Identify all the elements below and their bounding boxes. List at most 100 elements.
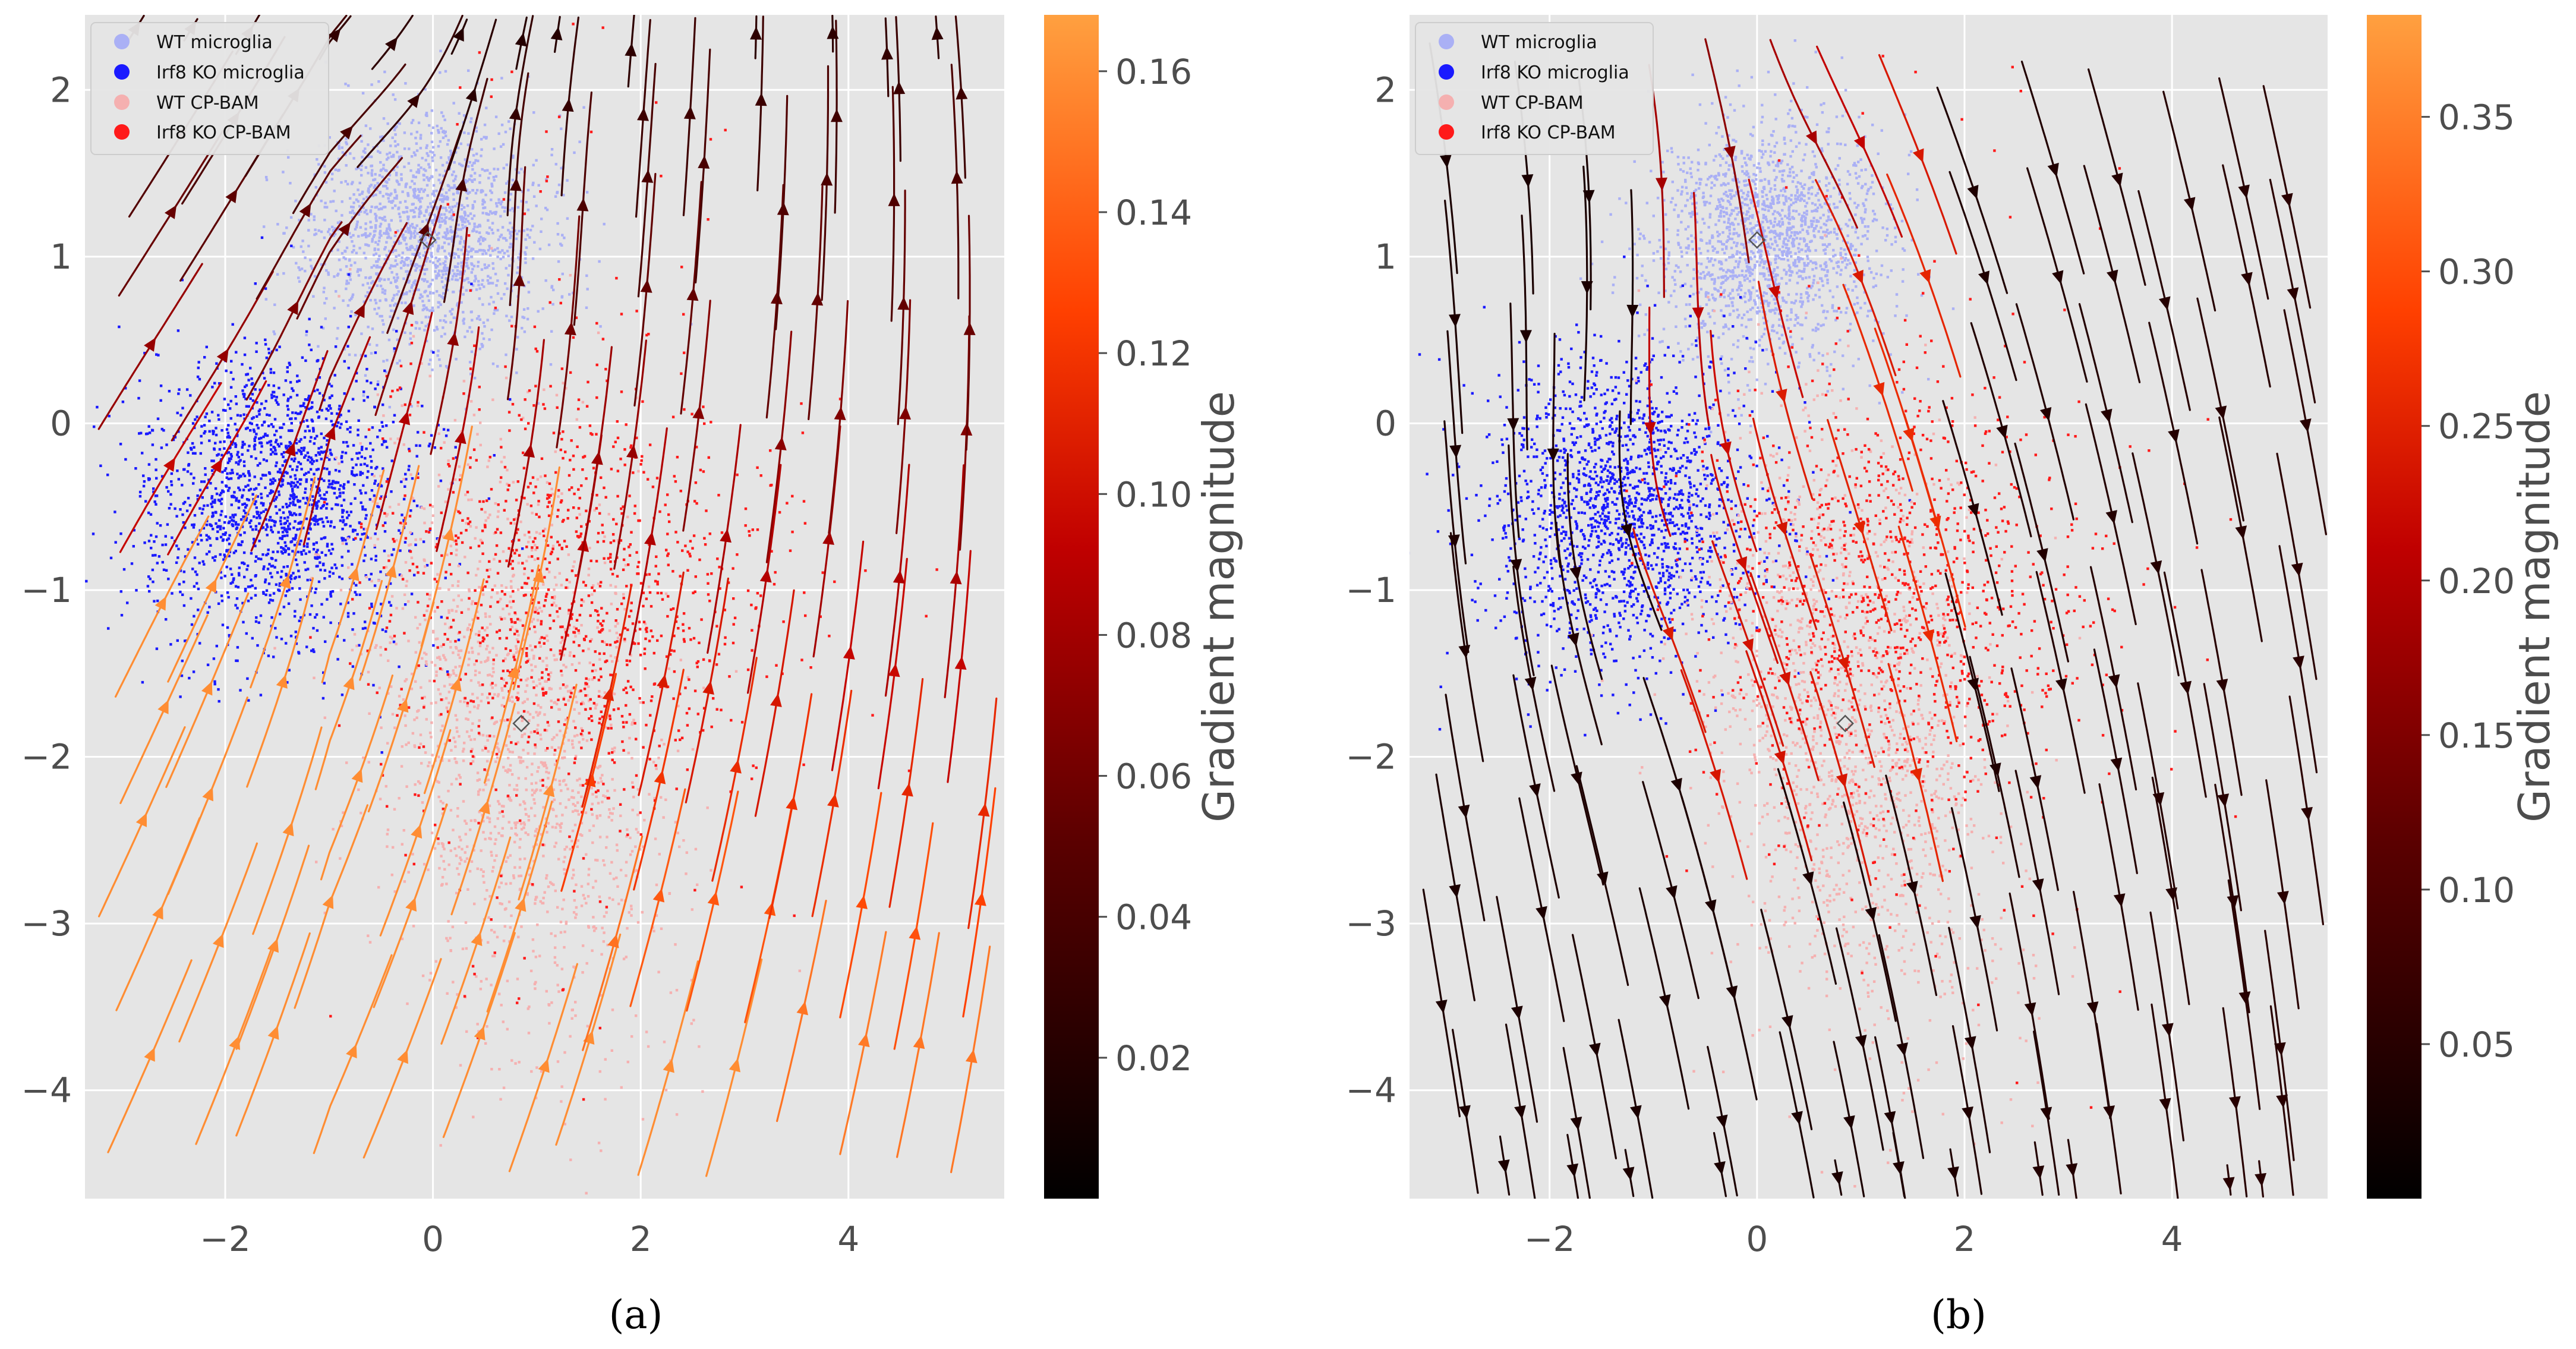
data-point xyxy=(172,438,175,442)
data-point xyxy=(324,417,328,420)
data-point xyxy=(379,151,381,154)
data-point xyxy=(370,557,373,560)
data-point xyxy=(409,209,412,212)
data-point xyxy=(493,312,496,315)
data-point xyxy=(427,163,430,166)
data-point xyxy=(657,970,660,973)
data-point xyxy=(422,190,425,193)
data-point xyxy=(364,620,367,623)
data-point xyxy=(273,433,276,437)
data-point xyxy=(455,718,459,721)
data-point xyxy=(525,765,529,769)
data-point xyxy=(554,826,557,829)
data-point xyxy=(404,82,407,85)
data-point xyxy=(156,562,159,565)
data-point xyxy=(272,550,275,553)
data-point xyxy=(203,480,206,483)
data-point xyxy=(471,319,474,322)
data-point xyxy=(401,235,404,238)
data-point xyxy=(453,316,456,319)
data-point xyxy=(493,693,496,696)
data-point xyxy=(319,518,321,521)
data-point xyxy=(409,543,412,546)
data-point xyxy=(606,836,608,839)
data-point xyxy=(248,585,252,588)
data-point xyxy=(218,447,222,451)
data-point xyxy=(620,313,623,316)
data-point xyxy=(453,161,456,164)
data-point xyxy=(506,287,509,290)
data-point xyxy=(500,77,503,80)
data-point xyxy=(304,487,307,490)
data-point xyxy=(269,453,273,456)
data-point xyxy=(197,361,200,364)
data-point xyxy=(490,191,493,194)
data-point xyxy=(269,440,273,443)
data-point xyxy=(458,465,461,468)
data-point xyxy=(248,488,251,492)
data-point xyxy=(436,573,439,576)
data-point xyxy=(293,496,296,499)
data-point xyxy=(442,262,445,265)
data-point xyxy=(286,547,290,550)
data-point xyxy=(253,537,256,541)
data-point xyxy=(444,500,447,503)
data-point xyxy=(460,430,463,433)
data-point xyxy=(225,538,229,541)
data-point xyxy=(601,800,604,803)
data-point xyxy=(340,694,344,696)
data-point xyxy=(460,237,463,240)
data-point xyxy=(428,229,431,232)
data-point xyxy=(199,534,202,537)
data-point xyxy=(220,576,223,579)
data-point xyxy=(447,759,451,762)
data-point xyxy=(254,575,257,578)
data-point xyxy=(480,868,483,871)
data-point xyxy=(364,354,367,358)
data-point xyxy=(438,655,441,658)
data-point xyxy=(404,185,407,188)
data-point xyxy=(345,141,348,144)
data-point xyxy=(437,274,441,277)
data-point xyxy=(487,282,490,285)
data-point xyxy=(280,570,283,573)
data-point xyxy=(509,926,512,929)
data-point xyxy=(412,232,415,235)
data-point xyxy=(349,272,352,275)
data-point xyxy=(431,159,434,162)
data-point xyxy=(515,348,518,351)
data-point xyxy=(160,475,164,478)
data-point xyxy=(313,389,316,393)
data-point xyxy=(286,534,289,537)
data-point xyxy=(148,590,151,593)
data-point xyxy=(379,161,382,164)
data-point xyxy=(490,78,493,81)
data-point xyxy=(294,520,297,523)
data-point xyxy=(418,297,421,300)
data-point xyxy=(457,565,460,568)
data-point xyxy=(504,769,507,772)
data-point xyxy=(242,515,245,518)
data-point xyxy=(348,259,351,262)
data-point xyxy=(371,238,374,241)
data-point xyxy=(258,516,261,519)
data-point xyxy=(223,521,226,524)
data-point xyxy=(409,235,413,238)
data-point xyxy=(437,305,440,308)
data-point xyxy=(464,218,468,220)
data-point xyxy=(491,674,494,677)
data-point xyxy=(431,175,434,178)
data-point xyxy=(491,647,494,650)
data-point xyxy=(256,415,258,418)
data-point xyxy=(241,525,244,528)
data-point xyxy=(323,479,326,483)
data-point xyxy=(516,271,519,275)
data-point xyxy=(370,603,373,606)
data-point xyxy=(317,553,320,556)
data-point xyxy=(465,258,469,261)
data-point xyxy=(550,932,553,935)
data-point xyxy=(615,843,619,846)
data-point xyxy=(526,1007,529,1010)
data-point xyxy=(422,247,426,250)
data-point xyxy=(93,425,96,428)
